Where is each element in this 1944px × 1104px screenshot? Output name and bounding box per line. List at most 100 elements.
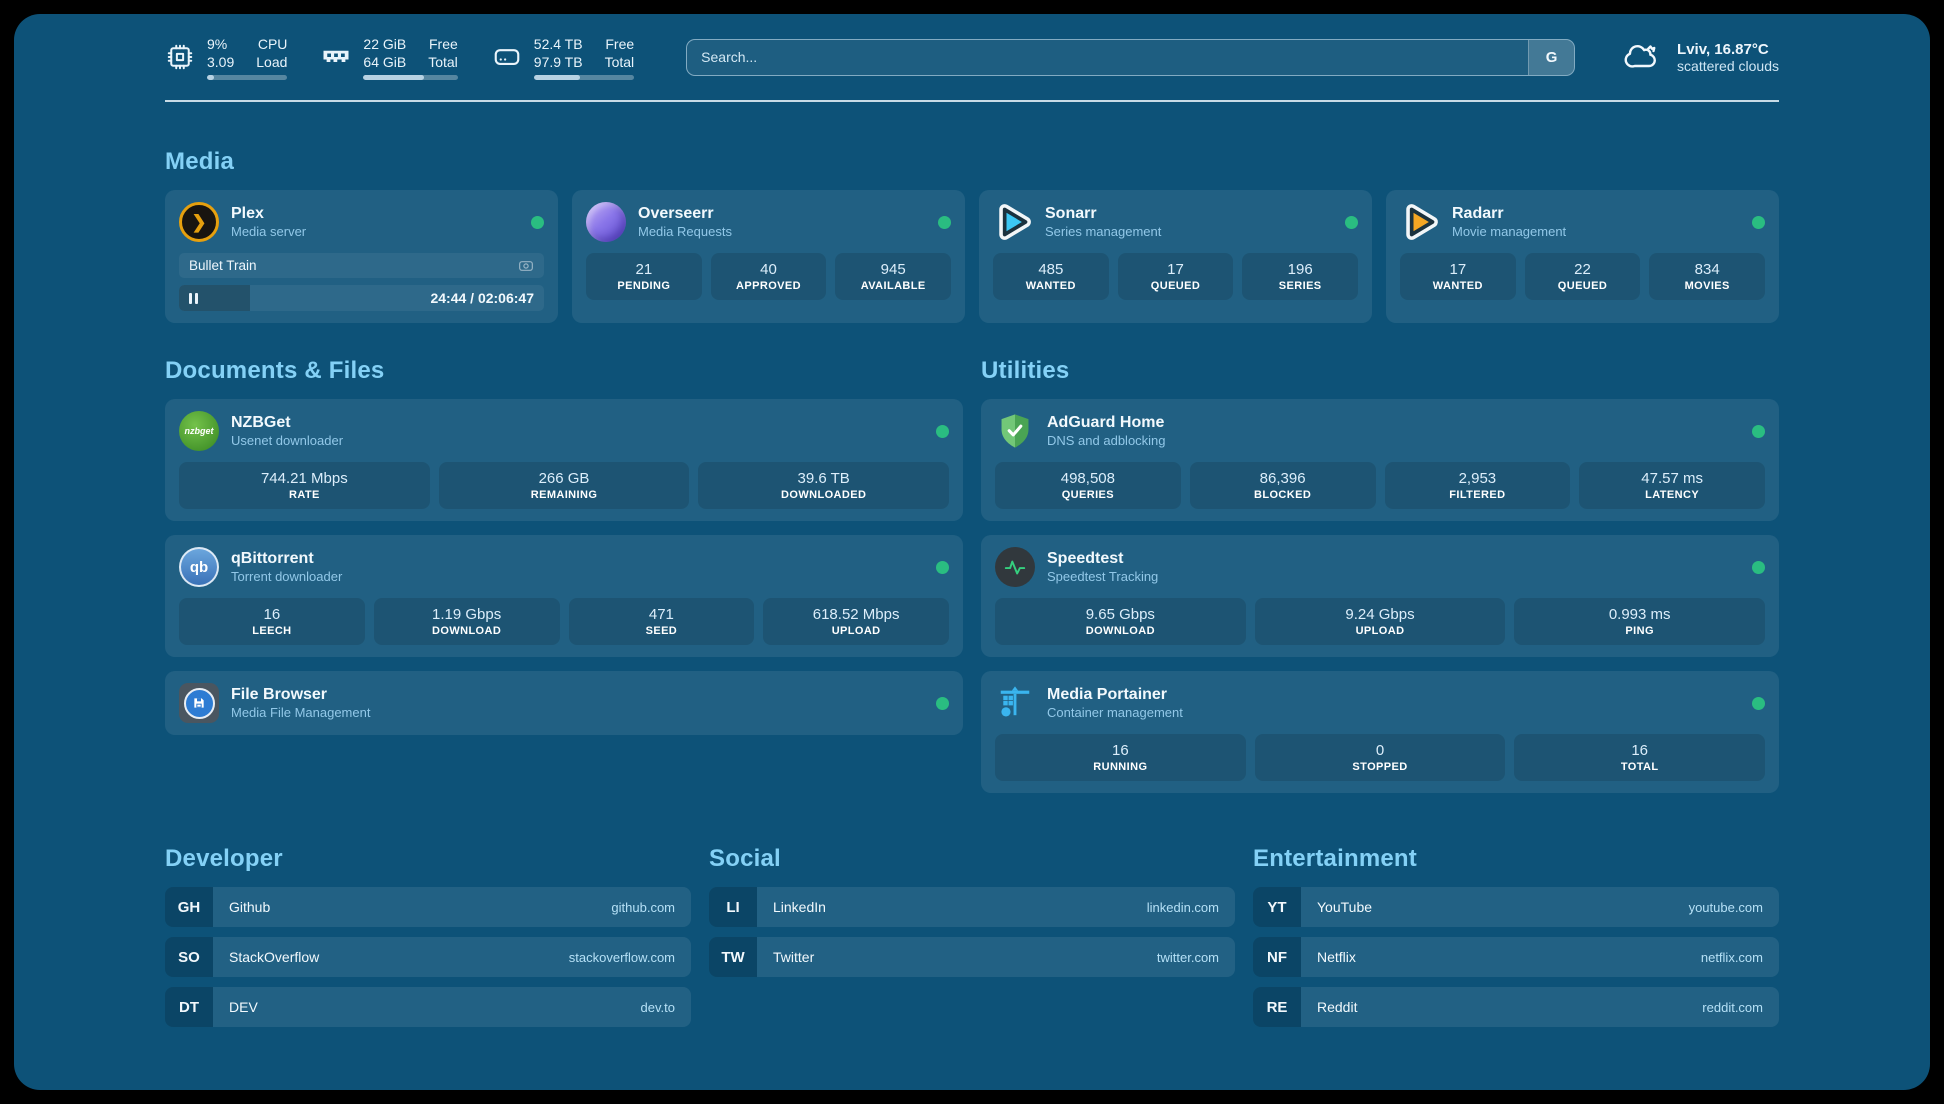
ram-free-label: Free bbox=[429, 35, 458, 52]
pause-icon[interactable] bbox=[189, 292, 198, 304]
plex-player-row[interactable]: 24:44 / 02:06:47 bbox=[179, 285, 544, 311]
status-dot bbox=[936, 560, 949, 574]
plex-icon: ❯ bbox=[179, 202, 219, 242]
app-subtitle: Movie management bbox=[1452, 224, 1567, 239]
app-subtitle: Media File Management bbox=[231, 705, 371, 720]
stat-tile: 86,396 BLOCKED bbox=[1189, 462, 1376, 509]
search-engine-button[interactable]: G bbox=[1528, 39, 1575, 75]
stat-tile: 9.65 Gbps DOWNLOAD bbox=[995, 598, 1246, 645]
radarr-card[interactable]: Radarr Movie management 17 WANTED 22 QUE… bbox=[1386, 190, 1779, 323]
disk-progress-track bbox=[533, 74, 635, 80]
disk-total-label: Total bbox=[604, 53, 635, 70]
link-name: Github bbox=[229, 899, 271, 915]
link-abbr: LI bbox=[709, 887, 757, 927]
dashboard-screen: 9% 3.09 CPU Load bbox=[14, 14, 1930, 1090]
link-row-linkedin[interactable]: LI LinkedIn linkedin.com bbox=[709, 887, 1235, 927]
disk-stat: 52.4 TB 97.9 TB Free Total bbox=[492, 35, 635, 80]
app-title: qBittorrent bbox=[231, 550, 314, 567]
link-url: stackoverflow.com bbox=[568, 949, 675, 965]
status-dot bbox=[1752, 560, 1765, 574]
sonarr-card[interactable]: Sonarr Series management 485 WANTED 17 Q… bbox=[979, 190, 1372, 323]
section-title-developer: Developer bbox=[165, 845, 283, 872]
status-dot bbox=[1752, 696, 1765, 710]
disk-icon bbox=[492, 42, 522, 72]
app-subtitle: Container management bbox=[1047, 705, 1183, 720]
search-bar: G bbox=[686, 38, 1576, 76]
disk-progress-fill bbox=[533, 74, 580, 80]
stat-tile: 498,508 QUERIES bbox=[995, 462, 1181, 509]
adguard-icon bbox=[995, 411, 1035, 451]
disk-free-value: 52.4 TB bbox=[533, 35, 583, 52]
link-row-netflix[interactable]: NF Netflix netflix.com bbox=[1253, 937, 1779, 977]
cpu-values: 9% 3.09 bbox=[207, 35, 234, 71]
stat-tile: 17 QUEUED bbox=[1117, 253, 1234, 300]
media-grid: ❯ Plex Media server Bullet Train bbox=[165, 190, 1779, 323]
app-title: Speedtest bbox=[1047, 550, 1124, 567]
filebrowser-icon bbox=[179, 683, 219, 723]
app-subtitle: Torrent downloader bbox=[231, 569, 343, 584]
stat-tile: 47.57 ms LATENCY bbox=[1579, 462, 1765, 509]
nzbget-icon: nzbget bbox=[179, 411, 219, 451]
ram-free-value: 22 GiB bbox=[363, 35, 407, 52]
app-title: Overseerr bbox=[638, 205, 714, 222]
cpu-load-label: Load bbox=[256, 53, 288, 70]
adguard-card[interactable]: AdGuard Home DNS and adblocking 498,508 … bbox=[981, 399, 1779, 521]
sonarr-icon bbox=[993, 202, 1033, 242]
disk-values: 52.4 TB 97.9 TB bbox=[534, 35, 583, 71]
app-subtitle: DNS and adblocking bbox=[1047, 433, 1166, 448]
stat-tile: 744.21 Mbps RATE bbox=[179, 462, 430, 509]
link-name: YouTube bbox=[1317, 899, 1373, 915]
portainer-icon bbox=[995, 683, 1035, 723]
filebrowser-card[interactable]: File Browser Media File Management bbox=[165, 671, 963, 735]
cpu-progress-fill bbox=[207, 74, 215, 80]
plex-now-playing-row[interactable]: Bullet Train bbox=[179, 253, 544, 278]
app-subtitle: Media Requests bbox=[638, 224, 732, 239]
link-row-twitter[interactable]: TW Twitter twitter.com bbox=[709, 937, 1235, 977]
now-playing-title: Bullet Train bbox=[189, 258, 257, 273]
developer-links-column: Developer GH Github github.com SO StackO… bbox=[165, 845, 691, 1027]
app-title: Media Portainer bbox=[1047, 686, 1168, 703]
stat-tile: 16 LEECH bbox=[179, 598, 365, 645]
search-input[interactable] bbox=[687, 39, 1529, 75]
status-dot bbox=[1752, 424, 1765, 438]
ram-total-value: 64 GiB bbox=[363, 53, 407, 70]
ram-stat: 22 GiB 64 GiB Free Total bbox=[321, 35, 458, 80]
stat-tile: 196 SERIES bbox=[1242, 253, 1359, 300]
social-links-column: Social LI LinkedIn linkedin.com TW Twitt… bbox=[709, 845, 1235, 1027]
section-title-media: Media bbox=[165, 148, 235, 175]
weather-location-temp: Lviv, 16.87°C bbox=[1677, 40, 1769, 58]
portainer-card[interactable]: Media Portainer Container management 16 … bbox=[981, 671, 1779, 793]
speedtest-icon bbox=[995, 547, 1035, 587]
ram-total-label: Total bbox=[428, 53, 458, 70]
overseerr-icon bbox=[586, 202, 626, 242]
plex-card[interactable]: ❯ Plex Media server Bullet Train bbox=[165, 190, 558, 323]
weather-widget: Lviv, 16.87°C scattered clouds bbox=[1621, 39, 1779, 75]
stat-tile: 39.6 TB DOWNLOADED bbox=[698, 462, 950, 509]
disk-free-label: Free bbox=[605, 35, 635, 52]
stat-tile: 40 APPROVED bbox=[710, 253, 827, 300]
overseerr-card[interactable]: Overseerr Media Requests 21 PENDING 40 A… bbox=[572, 190, 965, 323]
cpu-stat: 9% 3.09 CPU Load bbox=[165, 35, 288, 80]
link-url: reddit.com bbox=[1702, 999, 1763, 1015]
qbittorrent-card[interactable]: qb qBittorrent Torrent downloader 16 LEE… bbox=[165, 535, 963, 657]
app-title: Sonarr bbox=[1045, 205, 1097, 222]
link-row-stackoverflow[interactable]: SO StackOverflow stackoverflow.com bbox=[165, 937, 691, 977]
stat-tile: 0.993 ms PING bbox=[1514, 598, 1766, 645]
app-title: Radarr bbox=[1452, 205, 1504, 222]
link-row-dev[interactable]: DT DEV dev.to bbox=[165, 987, 691, 1027]
link-row-github[interactable]: GH Github github.com bbox=[165, 887, 691, 927]
section-title-utilities: Utilities bbox=[981, 357, 1070, 384]
nzbget-card[interactable]: nzbget NZBGet Usenet downloader 744.21 M… bbox=[165, 399, 963, 521]
status-dot bbox=[938, 215, 951, 229]
entertainment-links-column: Entertainment YT YouTube youtube.com NF … bbox=[1253, 845, 1779, 1027]
link-name: LinkedIn bbox=[773, 899, 826, 915]
app-subtitle: Speedtest Tracking bbox=[1047, 569, 1159, 584]
link-row-youtube[interactable]: YT YouTube youtube.com bbox=[1253, 887, 1779, 927]
speedtest-card[interactable]: Speedtest Speedtest Tracking 9.65 Gbps D… bbox=[981, 535, 1779, 657]
link-abbr: YT bbox=[1253, 887, 1301, 927]
link-row-reddit[interactable]: RE Reddit reddit.com bbox=[1253, 987, 1779, 1027]
stat-tile: 2,953 FILTERED bbox=[1384, 462, 1571, 509]
stat-tile: 471 SEED bbox=[568, 598, 755, 645]
documents-column: Documents & Files nzbget NZBGet Usenet d… bbox=[165, 357, 963, 793]
status-dot bbox=[531, 215, 544, 229]
